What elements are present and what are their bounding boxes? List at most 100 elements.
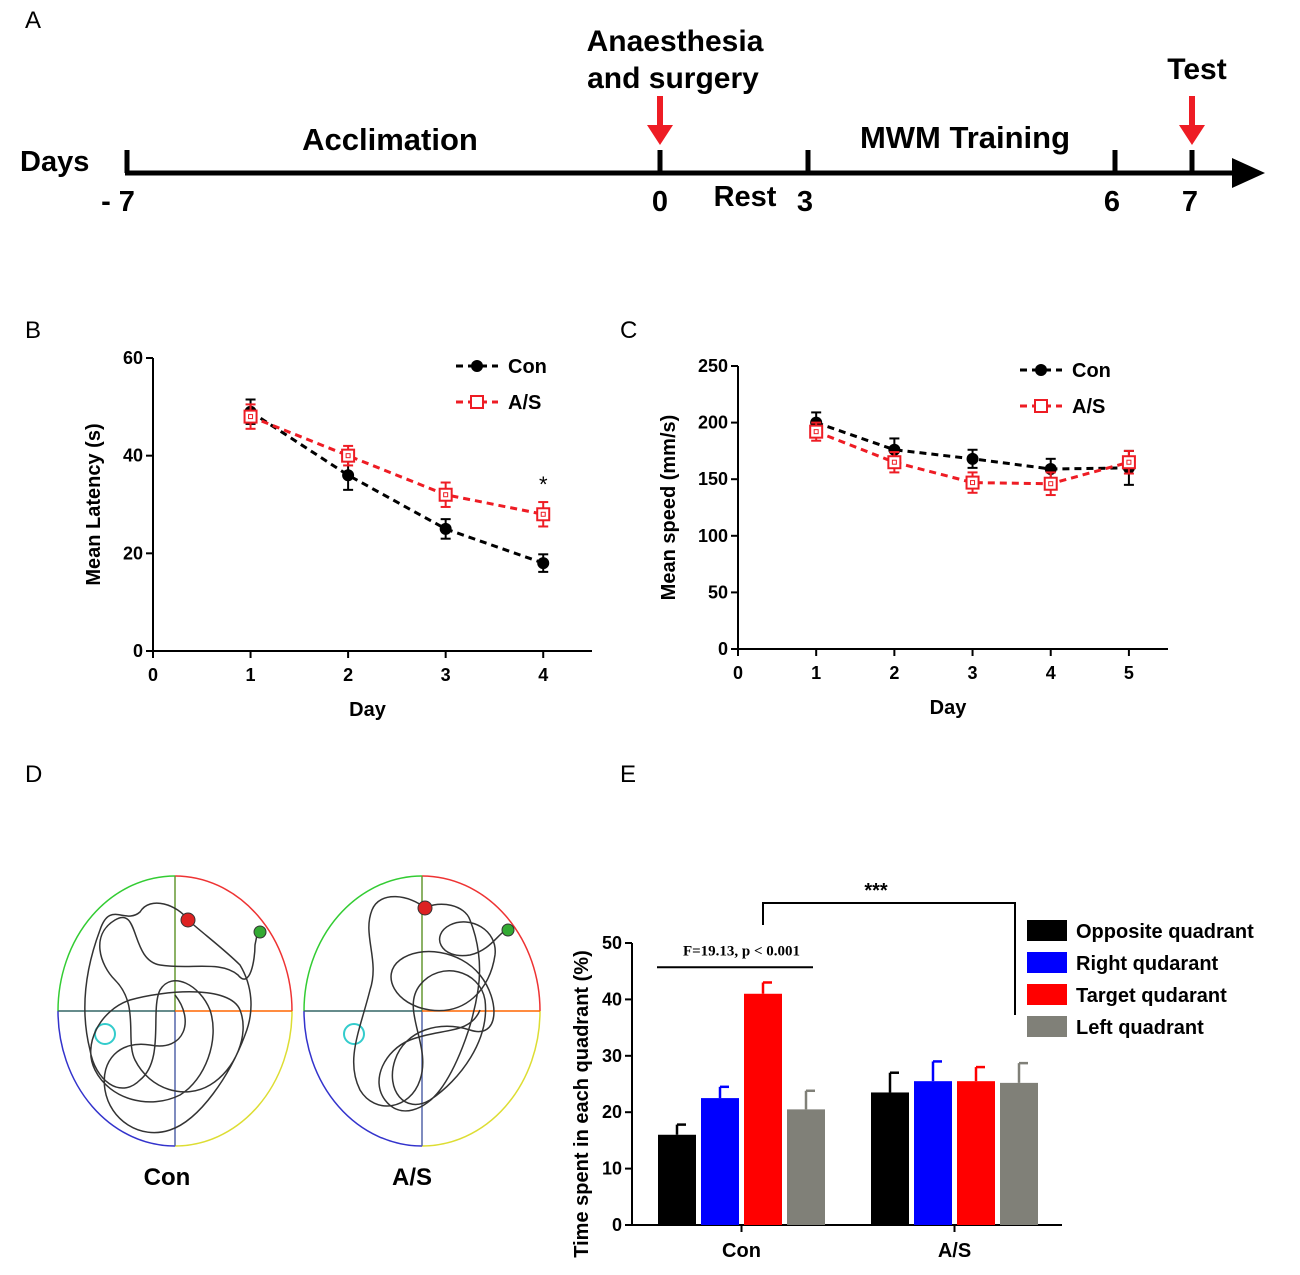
- data-point-inner: [345, 453, 351, 459]
- x-axis-title: Day: [930, 697, 968, 719]
- data-point: [537, 557, 550, 570]
- legend-label: A/S: [508, 392, 541, 414]
- data-point: [341, 448, 356, 463]
- phase-rest: Rest: [714, 181, 777, 213]
- y-tick-label: 250: [698, 356, 728, 376]
- tick-label: 3: [797, 186, 813, 218]
- comparison-bracket: [762, 902, 1016, 1015]
- y-tick-label: 20: [123, 543, 143, 563]
- tick-label: 7: [1182, 186, 1198, 218]
- y-tick-label: 50: [602, 933, 622, 953]
- y-tick-label: 40: [123, 446, 143, 466]
- quadrant-arc-bottom-right: [421, 1010, 541, 1147]
- y-tick-label: 0: [133, 641, 143, 661]
- surgery-arrow-head: [647, 125, 673, 145]
- data-point: [966, 452, 979, 465]
- track-label-con: Con: [144, 1164, 191, 1191]
- track-plot-as: A/S: [303, 875, 541, 1191]
- x-tick-label: 1: [246, 665, 256, 685]
- y-tick-label: 10: [602, 1159, 622, 1179]
- legend-label: Opposite quadrant: [1076, 921, 1254, 943]
- y-tick-label: 200: [698, 413, 728, 433]
- significance-star: *: [539, 472, 548, 497]
- legend-swatch: [1027, 984, 1067, 1005]
- y-tick-label: 0: [718, 639, 728, 659]
- data-point: [809, 424, 824, 439]
- legend-label: Right qudarant: [1076, 953, 1219, 975]
- panel-label-c: C: [620, 317, 637, 344]
- bar-con-left: [787, 1109, 825, 1225]
- legend-marker: [1035, 364, 1047, 376]
- bar-as-left: [1000, 1082, 1038, 1225]
- panel-label-d: D: [25, 761, 42, 788]
- stat-annotation: F=19.13, p < 0.001: [683, 943, 800, 959]
- track-plot-con: Con: [57, 875, 293, 1191]
- swim-path: [352, 895, 509, 1112]
- category-label: Con: [722, 1240, 761, 1262]
- x-tick-label: 4: [1046, 663, 1056, 683]
- event-anaesthesia: Anaesthesia: [587, 25, 764, 58]
- data-point: [439, 522, 452, 535]
- x-tick-label: 2: [889, 663, 899, 683]
- y-tick-label: 40: [602, 989, 622, 1009]
- data-point-inner: [1048, 481, 1054, 487]
- series-line-con: [249, 410, 544, 565]
- data-point-inner: [443, 492, 449, 498]
- x-axis-title: Day: [349, 699, 387, 721]
- y-axis-title: Mean Latency (s): [83, 423, 105, 585]
- category-label: A/S: [938, 1240, 971, 1262]
- data-point: [536, 507, 551, 522]
- bracket-stars: ***: [864, 880, 888, 902]
- series-line-as: [249, 415, 544, 516]
- data-point-inner: [1126, 459, 1132, 465]
- data-point-inner: [970, 480, 976, 486]
- quadrant-arc-top-right: [421, 875, 541, 1012]
- data-point: [342, 469, 355, 482]
- phase-mwm-training: MWM Training: [860, 120, 1070, 155]
- x-tick-label: 1: [811, 663, 821, 683]
- bar-con-target: [744, 993, 782, 1225]
- timeline-arrowhead: [1232, 158, 1265, 188]
- legend-label: Left quadrant: [1076, 1017, 1204, 1039]
- data-point: [1043, 476, 1058, 491]
- x-tick-label: 0: [148, 665, 158, 685]
- data-point-inner: [813, 429, 819, 435]
- y-axis-title: Mean speed (mm/s): [658, 415, 680, 601]
- legend-label: A/S: [1072, 396, 1105, 418]
- panel-label-a: A: [25, 7, 41, 34]
- quadrant-arc-top-right: [174, 875, 293, 1012]
- legend-label: Con: [1072, 360, 1111, 382]
- bar-con-right: [701, 1098, 739, 1225]
- test-arrow-head: [1179, 125, 1205, 145]
- timeline: Days Acclimation Rest MWM Training Anaes…: [20, 25, 1265, 218]
- data-point-inner: [248, 414, 254, 420]
- quadrant-arc-bottom-left: [57, 1010, 176, 1147]
- start-marker: [417, 900, 433, 916]
- x-tick-label: 5: [1124, 663, 1134, 683]
- data-point: [887, 455, 902, 470]
- legend-swatch: [1027, 920, 1067, 941]
- x-tick-label: 2: [343, 665, 353, 685]
- event-surgery: and surgery: [587, 62, 759, 95]
- y-tick-label: 20: [602, 1102, 622, 1122]
- data-point-inner: [540, 511, 546, 517]
- legend-swatch: [1027, 952, 1067, 973]
- legend-marker: [470, 395, 484, 409]
- event-test: Test: [1167, 53, 1226, 86]
- x-tick-label: 3: [968, 663, 978, 683]
- data-point: [438, 487, 453, 502]
- legend-marker: [471, 360, 483, 372]
- y-tick-label: 100: [698, 526, 728, 546]
- legend-label: Target qudarant: [1076, 985, 1227, 1007]
- bar-as-right: [914, 1081, 952, 1225]
- legend-marker: [1034, 399, 1048, 413]
- bar-con-opposite: [658, 1134, 696, 1225]
- platform-marker: [343, 1023, 365, 1045]
- tick-label: 6: [1104, 186, 1120, 218]
- end-marker: [501, 923, 515, 937]
- quadrant-arc-top-left: [57, 875, 176, 1012]
- y-tick-label: 50: [708, 582, 728, 602]
